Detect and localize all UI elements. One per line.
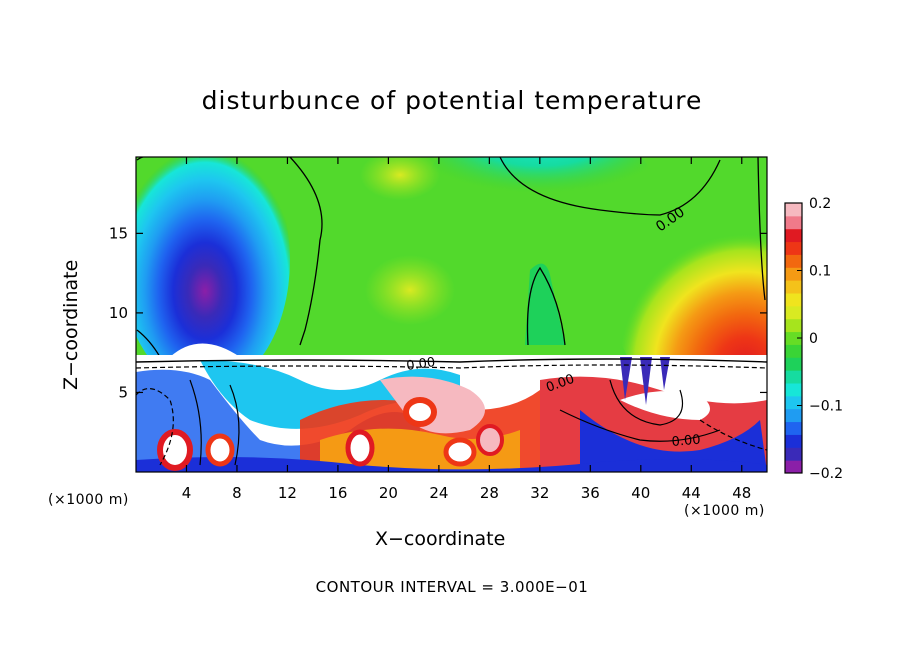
yellow-patch-mid [365,255,455,325]
colorbar-swatch [785,434,802,448]
colorbar-swatch [785,215,802,230]
colorbar-swatch [785,370,802,384]
x-unit-left: (×1000 m) [48,492,129,508]
swirl-6 [476,424,504,456]
contour-line-13 [699,419,767,451]
contour-interval-note: CONTOUR INTERVAL = 3.000E−01 [315,578,589,596]
x-tick-label: 48 [732,484,751,502]
contour-line-9 [136,388,174,466]
swirl-2 [205,433,235,467]
yellow-patch-top [360,157,440,200]
swirl-4 [443,437,477,467]
swirl-5 [403,397,437,427]
green-spike [525,263,565,345]
x-tick-label: 16 [328,484,347,502]
colorbar-swatch [785,331,802,345]
colorbar-swatch [785,395,802,410]
white-swirl-right [620,391,710,420]
cyan-top-region [430,157,650,220]
contour-line-4 [757,157,766,301]
purple-plumes [620,357,670,405]
contour-line-2 [289,157,323,346]
x-tick-label: 44 [682,484,701,502]
x-axis-label: X−coordinate [375,528,506,550]
colorbar: 0.2 0.1 0 −0.1 −0.2 [784,196,843,482]
colorbar-swatch [785,344,802,358]
contour-line-10 [189,379,202,466]
swirl-3 [345,429,375,467]
colorbar-swatch [785,408,802,423]
contour-label: 0.00 [405,355,436,374]
colorbar-swatch [785,460,802,474]
colorbar-swatch [785,447,802,461]
chart-title: disturbunce of potential temperature [201,86,703,115]
positive-anomaly-blob [615,195,767,358]
colorbar-tick-label: −0.2 [809,466,843,482]
contour-label: 0.00 [671,433,701,450]
blue-band-right [580,410,767,472]
contour-line-5 [526,266,566,346]
x-tick-label: 32 [530,484,549,502]
colorbar-swatch [785,357,802,371]
contour-line-14 [609,379,684,426]
colorbar-swatch [785,241,802,255]
colorbar-tick-label: 0 [809,331,818,347]
colorbar-swatch [785,383,802,397]
upper-field [136,157,767,358]
x-tick-label: 28 [480,484,499,502]
y-tick-label: 10 [109,304,128,322]
contour-line-3 [499,157,721,216]
colorbar-swatch [785,305,802,320]
x-tick-label: 24 [429,484,448,502]
white-cap [170,343,240,357]
contour-line-8 [136,364,767,369]
colorbar-swatch [785,228,802,243]
contour-line-1 [136,157,200,161]
colorbar-swatch [785,267,802,281]
colorbar-swatch [785,421,802,435]
x-tick-label: 12 [278,484,297,502]
y-tick-label: 15 [109,224,128,242]
cyan-band-left [200,360,460,429]
y-axis-label: Z−coordinate [60,259,82,390]
contour-line-7 [136,358,767,363]
surface-blue-strip [136,456,767,472]
colorbar-swatch [785,254,802,268]
x-axis-ticks: 4 8 12 16 20 24 28 32 36 40 44 48 [182,157,751,502]
colorbar-tick-label: 0.2 [809,196,831,212]
x-unit-right: (×1000 m) [684,503,765,519]
colorbar-swatch [785,318,802,333]
x-tick-label: 40 [631,484,650,502]
y-tick-label: 5 [118,383,128,401]
colorbar-swatch [785,203,802,217]
y-axis-ticks: 5 10 15 [109,224,767,401]
colorbar-tick-label: 0.1 [809,264,831,280]
lower-field [136,355,767,472]
x-tick-label: 4 [182,484,192,502]
contour-line-6 [136,329,161,358]
colorbar-tick-label: −0.1 [809,399,843,415]
negative-anomaly-blob [136,157,290,358]
contour-line-12 [559,409,721,442]
contour-line-11 [229,384,240,466]
x-tick-label: 20 [379,484,398,502]
plot-frame [135,156,768,473]
colorbar-swatch [785,280,802,294]
colorbar-swatch [785,293,802,307]
swirl-1 [157,429,193,471]
x-tick-label: 8 [232,484,242,502]
x-tick-label: 36 [581,484,600,502]
